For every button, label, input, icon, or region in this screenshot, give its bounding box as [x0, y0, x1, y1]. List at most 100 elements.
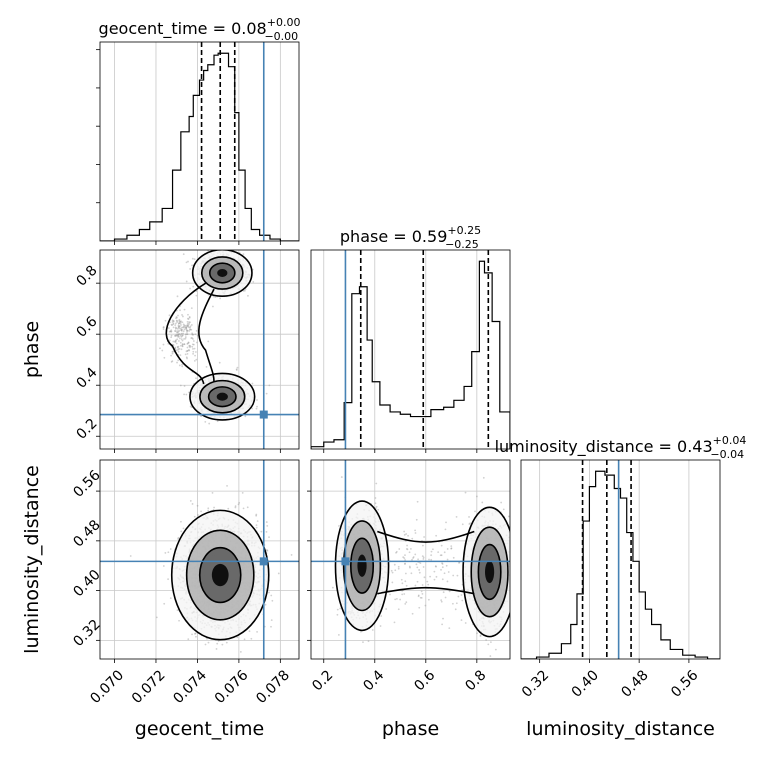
scatter-point [161, 349, 164, 352]
scatter-point [181, 365, 184, 368]
scatter-point [155, 616, 158, 619]
scatter-point [184, 326, 187, 329]
truth-marker [259, 410, 268, 419]
scatter-point [255, 513, 258, 516]
contour-bridge [197, 288, 215, 382]
scatter-point [164, 319, 167, 322]
scatter-point [239, 248, 241, 250]
scatter-point [173, 334, 176, 337]
scatter-point [507, 515, 510, 518]
scatter-point [170, 354, 173, 357]
scatter-point [179, 309, 181, 312]
scatter-point [456, 574, 459, 577]
scatter-point [181, 343, 184, 346]
scatter-point [190, 406, 193, 409]
scatter-point [176, 334, 179, 337]
y-tick-label: 0.2 [74, 416, 101, 443]
scatter-point [218, 361, 221, 364]
panel-frame [310, 249, 511, 450]
scatter-point [169, 330, 172, 333]
scatter-point [187, 325, 189, 328]
y-tick-label: 0.8 [74, 263, 101, 290]
scatter-point [176, 331, 178, 334]
scatter-point [195, 358, 198, 361]
scatter-point [270, 619, 273, 622]
scatter-point [241, 491, 244, 494]
scatter-point [192, 333, 195, 336]
scatter-point [207, 641, 210, 644]
scatter-point [191, 264, 193, 267]
scatter-point [207, 509, 210, 512]
scatter-point [178, 333, 181, 335]
scatter-point [194, 632, 196, 635]
scatter-point [174, 324, 177, 327]
scatter-point [178, 327, 181, 330]
title-plus: +0.25 [447, 224, 481, 237]
scatter-point [188, 321, 190, 324]
scatter-point [338, 525, 340, 527]
title-plus: +0.04 [713, 434, 747, 447]
histogram-step [311, 260, 510, 449]
scatter-point [177, 333, 180, 336]
scatter-point [234, 505, 237, 508]
scatter-point [186, 320, 189, 323]
scatter-point [185, 280, 188, 283]
title-minus: −0.00 [264, 30, 298, 43]
scatter-point [244, 415, 247, 418]
contour-level [216, 392, 228, 401]
scatter-point [186, 349, 189, 352]
scatter-point [192, 340, 195, 342]
scatter-point [204, 643, 207, 646]
scatter-point [178, 364, 181, 367]
scatter-point [170, 329, 173, 332]
scatter-point [181, 321, 184, 324]
scatter-point [510, 550, 512, 552]
scatter-point [212, 305, 214, 308]
scatter-point [532, 594, 534, 596]
scatter-point [195, 635, 197, 638]
scatter-point [445, 521, 447, 524]
scatter-point [290, 554, 293, 556]
scatter-point [186, 357, 188, 360]
scatter-point [180, 520, 182, 523]
scatter-point [195, 377, 197, 380]
x-tick-label: 0.48 [618, 667, 651, 700]
scatter-point [176, 316, 178, 319]
hist-panel-phase: phase = 0.59+0.25 −0.25 [310, 224, 511, 453]
scatter-point [189, 345, 192, 348]
scatter-point [193, 258, 196, 261]
scatter-point [212, 295, 215, 298]
title-minus: −0.04 [710, 448, 744, 461]
scatter-point [194, 333, 197, 336]
scatter-point [180, 327, 182, 330]
scatter-point [265, 521, 268, 523]
scatter-point [177, 333, 180, 336]
scatter-point [195, 329, 198, 332]
scatter-point [418, 606, 421, 609]
title-plus: +0.00 [267, 16, 301, 29]
scatter-point [170, 330, 172, 333]
scatter-point [186, 342, 189, 345]
scatter-point [193, 359, 196, 362]
scatter-point [181, 328, 184, 331]
scatter-point [174, 346, 177, 349]
scatter-point [256, 630, 258, 633]
scatter-point [179, 334, 182, 337]
scatter-point [186, 329, 189, 332]
scatter-point [174, 341, 177, 344]
scatter-point [268, 536, 270, 539]
scatter-point [181, 363, 183, 366]
scatter-point [178, 325, 181, 328]
scatter-point [183, 393, 186, 396]
scatter-point [164, 552, 167, 554]
scatter-point [183, 308, 186, 311]
scatter-point [512, 614, 514, 616]
scatter-point [189, 287, 191, 290]
scatter-point [184, 337, 187, 340]
scatter-point [235, 368, 238, 371]
scatter-point [174, 327, 177, 330]
contour-bridge [165, 282, 207, 385]
scatter-point [186, 322, 189, 325]
scatter-point [185, 350, 188, 353]
